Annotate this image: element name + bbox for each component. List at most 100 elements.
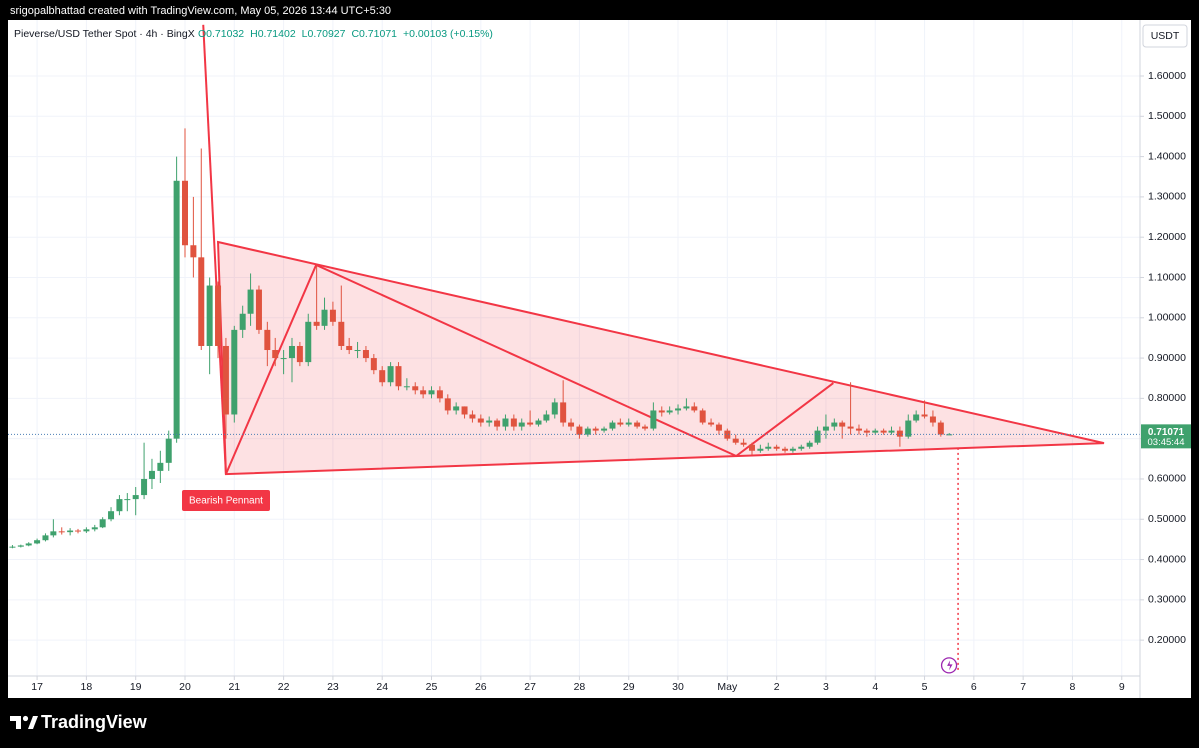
- candle-body: [641, 426, 648, 429]
- x-tick-label: 21: [228, 681, 240, 693]
- candle-body: [206, 285, 213, 346]
- candle-body: [165, 438, 172, 463]
- countdown: 03:45:44: [1148, 437, 1185, 448]
- candle-body: [822, 426, 829, 431]
- candle-body: [715, 424, 722, 431]
- candle-body: [782, 448, 789, 451]
- candle-body: [740, 442, 747, 445]
- candle-body: [387, 366, 394, 383]
- candle-body: [321, 309, 328, 326]
- candle-body: [379, 370, 386, 383]
- x-tick-label: 6: [971, 681, 977, 693]
- x-tick-label: 26: [475, 681, 487, 693]
- pennant: [216, 240, 1105, 476]
- candle-body: [863, 430, 870, 433]
- candle-body: [765, 446, 772, 449]
- y-tick-label: 0.80000: [1148, 392, 1186, 404]
- y-tick-label: 1.30000: [1148, 191, 1186, 203]
- candle-body: [921, 414, 928, 417]
- candle-body: [888, 430, 895, 433]
- grid: [8, 20, 1140, 676]
- legend-value: C0.71071: [351, 28, 397, 40]
- currency[interactable]: USDT: [1151, 30, 1180, 42]
- candle-body: [773, 446, 780, 449]
- logo-part: [22, 715, 29, 722]
- candle-body: [124, 499, 131, 501]
- candle-body: [789, 448, 796, 451]
- legend-value: O0.71032: [198, 28, 244, 40]
- x-tick-label: 28: [574, 681, 586, 693]
- candle-body: [584, 428, 591, 435]
- candle-body: [814, 430, 821, 443]
- candle-body: [25, 543, 32, 546]
- candle-body: [617, 422, 624, 425]
- candle-body: [354, 350, 361, 352]
- chart-area: [8, 20, 1191, 698]
- candle-body: [872, 430, 879, 433]
- candle-body: [469, 414, 476, 419]
- x-tick-label: 27: [524, 681, 536, 693]
- candle-body: [338, 321, 345, 346]
- candle-body: [847, 426, 854, 429]
- x-tick-label: 18: [81, 681, 93, 693]
- candle-body: [601, 428, 608, 431]
- candle-body: [329, 309, 336, 322]
- y-tick-label: 0.20000: [1148, 634, 1186, 646]
- y-tick-label: 0.30000: [1148, 594, 1186, 606]
- candle-body: [535, 420, 542, 425]
- candle-body: [305, 321, 312, 363]
- candle-body: [634, 422, 641, 427]
- candle-body: [453, 406, 460, 411]
- trend-line: [202, 24, 227, 475]
- candle-body: [724, 430, 731, 439]
- candle-body: [116, 499, 123, 512]
- legend-value: L0.70927: [302, 28, 346, 40]
- candle-body: [691, 406, 698, 411]
- candle-body: [108, 511, 115, 520]
- candle-body: [198, 257, 205, 346]
- candle-body: [683, 406, 690, 409]
- axes: 0.200000.300000.400000.500000.600000.700…: [31, 70, 1186, 693]
- candle-body: [34, 540, 41, 544]
- candle-body: [798, 446, 805, 449]
- pattern-label-box: [182, 490, 270, 511]
- x-tick-label: 29: [623, 681, 635, 693]
- candle-body: [855, 428, 862, 431]
- candle-body: [190, 245, 197, 258]
- candle-body: [568, 422, 575, 427]
- candle-body: [609, 422, 616, 429]
- y-tick-label: 0.60000: [1148, 473, 1186, 485]
- x-tick-label: 20: [179, 681, 191, 693]
- event-icon-bolt[interactable]: [947, 660, 953, 671]
- candle-body: [675, 408, 682, 411]
- candle-body: [831, 422, 838, 427]
- candle-body: [181, 180, 188, 246]
- x-tick-label: May: [717, 681, 738, 693]
- candle-body: [75, 530, 82, 532]
- candle-body: [173, 180, 180, 439]
- x-tick-label: 4: [872, 681, 878, 693]
- y-tick-label: 1.20000: [1148, 231, 1186, 243]
- candle-body: [946, 434, 953, 436]
- y-tick-label: 1.50000: [1148, 110, 1186, 122]
- candle-body: [518, 422, 525, 427]
- candle-body: [264, 329, 271, 351]
- currency-box[interactable]: [1142, 24, 1188, 48]
- y-tick-label: 0.50000: [1148, 513, 1186, 525]
- candle-body: [362, 350, 369, 359]
- candle-body: [576, 426, 583, 435]
- candle-body: [494, 420, 501, 427]
- candle-body: [255, 289, 262, 330]
- y-tick-label: 0.40000: [1148, 553, 1186, 565]
- x-tick-label: 22: [278, 681, 290, 693]
- candle-body: [231, 329, 238, 415]
- x-tick-label: 30: [672, 681, 684, 693]
- pattern-label: Bearish Pennant: [189, 496, 263, 507]
- candle-body: [461, 406, 468, 415]
- candle-body: [658, 410, 665, 413]
- x-tick-label: 2: [774, 681, 780, 693]
- y-tick-label: 1.40000: [1148, 150, 1186, 162]
- candle-body: [67, 530, 74, 533]
